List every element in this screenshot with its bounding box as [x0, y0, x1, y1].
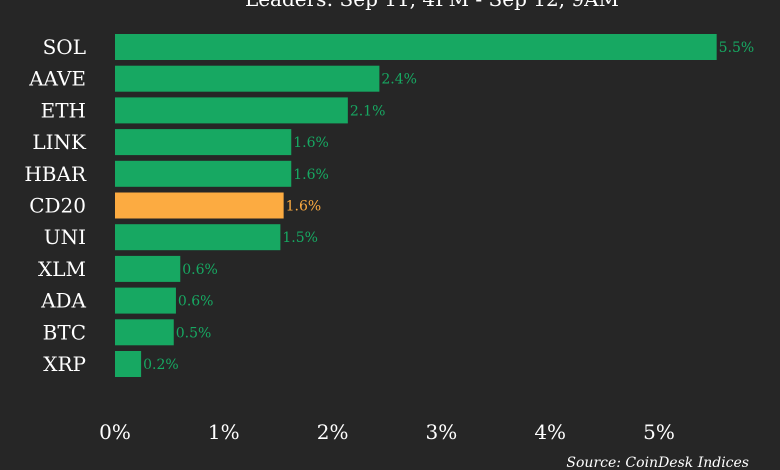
bar-aave: [115, 65, 380, 92]
category-label-ada: ADA: [40, 289, 86, 313]
category-labels: SOL AAVE ETH LINK HBAR CD20 UNI XLM ADA BTC XRP: [24, 35, 87, 376]
bar-cd20: [115, 192, 284, 219]
x-tick-label: 4%: [534, 420, 566, 444]
category-label-xrp: XRP: [43, 352, 86, 376]
bar-xlm: [115, 255, 181, 282]
x-axis-ticks: 0% 1% 2% 3% 4% 5%: [99, 420, 675, 444]
category-label-cd20: CD20: [29, 194, 86, 218]
bar-hbar: [115, 160, 292, 187]
data-label-link: 1.6%: [293, 135, 329, 151]
category-label-xlm: XLM: [38, 257, 86, 281]
data-label-xlm: 0.6%: [182, 262, 218, 278]
category-label-sol: SOL: [43, 35, 86, 59]
data-label-eth: 2.1%: [350, 103, 386, 119]
data-label-aave: 2.4%: [381, 72, 417, 88]
x-tick-label: 3%: [426, 420, 458, 444]
x-tick-label: 1%: [208, 420, 240, 444]
category-label-eth: ETH: [41, 98, 86, 122]
source-note: Source: CoinDesk Indices: [566, 455, 749, 470]
data-label-cd20: 1.6%: [286, 199, 322, 215]
bar-ada: [115, 287, 176, 314]
x-tick-label: 0%: [99, 420, 131, 444]
data-label-xrp: 0.2%: [143, 357, 179, 373]
category-label-aave: AAVE: [28, 67, 86, 91]
category-label-hbar: HBAR: [24, 162, 87, 186]
bar-eth: [115, 97, 348, 124]
data-label-uni: 1.5%: [282, 230, 318, 246]
bar-xrp: [115, 351, 142, 377]
bar-uni: [115, 224, 281, 251]
data-label-btc: 0.5%: [176, 325, 212, 341]
data-labels: 5.5% 2.4% 2.1% 1.6% 1.6% 1.6% 1.5% 0.6% 0.6% 0.5%…: [143, 40, 754, 373]
x-tick-label: 5%: [643, 420, 675, 444]
data-label-sol: 5.5%: [719, 40, 755, 56]
data-label-ada: 0.6%: [178, 294, 214, 310]
bars-layer: [115, 34, 717, 377]
category-label-link: LINK: [32, 130, 87, 154]
bar-sol: [115, 34, 717, 60]
bar-link: [115, 129, 292, 156]
category-label-btc: BTC: [43, 320, 86, 344]
bar-btc: [115, 319, 174, 346]
data-label-hbar: 1.6%: [293, 167, 329, 183]
category-label-uni: UNI: [44, 225, 86, 249]
x-tick-label: 2%: [317, 420, 349, 444]
chart-title: Leaders: Sep 11, 4PM - Sep 12, 9AM: [245, 0, 619, 11]
